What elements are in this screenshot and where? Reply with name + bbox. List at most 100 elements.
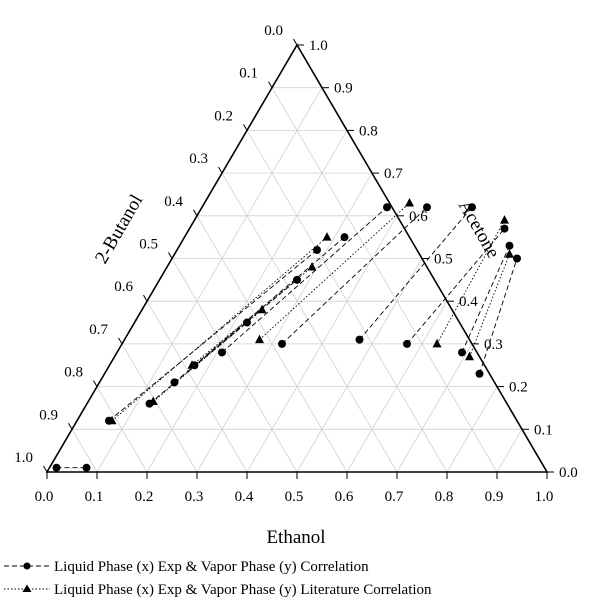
left-tick-label-4: 0.4 [164, 194, 183, 210]
grid-line-ethanol-3 [196, 172, 373, 473]
tick-labels: 0.0 0.0 0.0 0.1 0.1 0.1 0.2 0.2 0.2 0.3 0.3 0.3 0.4 0… [14, 23, 578, 505]
grid-line-butanol-8 [96, 386, 148, 473]
right-tick-label-7: 0.7 [384, 166, 403, 182]
left-tick-10 [43, 465, 48, 473]
triangle-point-1-4-0 [432, 338, 442, 348]
circle-point-0-7-1 [468, 203, 476, 212]
left-tick-label-10: 1.0 [14, 450, 33, 466]
circle-point-0-9-0 [458, 348, 466, 357]
grid-line-ethanol-8 [446, 386, 498, 473]
circle-point-0-1-1 [313, 245, 321, 254]
triangle-point-1-4-1 [500, 215, 509, 224]
circle-point-0-3-1 [293, 275, 301, 284]
left-tick-label-6: 0.6 [114, 279, 133, 295]
right-tick-label-10: 1.0 [309, 38, 328, 54]
bottom-tick-label-10: 1.0 [535, 489, 554, 505]
right-tick-label-8: 0.8 [359, 123, 378, 139]
grid-line-ethanol-5 [296, 258, 423, 473]
bottom-tick-label-4: 0.4 [235, 489, 254, 505]
grid-lines [71, 87, 523, 473]
left-axis-title: 2-Butanol [91, 191, 147, 267]
circle-point-0-8-1 [500, 224, 509, 233]
triangle-point-1-2-0 [187, 360, 197, 369]
bottom-tick-label-7: 0.7 [385, 489, 404, 505]
tie-line-0-4 [194, 236, 345, 366]
circle-point-0-10-1 [513, 254, 521, 263]
circle-point-0-10-0 [475, 369, 484, 378]
right-tick-label-3: 0.3 [484, 337, 503, 353]
circle-point-0-0-0 [52, 463, 61, 472]
left-tick-label-3: 0.3 [189, 151, 208, 167]
tie-line-0-9 [461, 245, 510, 353]
grid-line-ethanol-6 [346, 300, 448, 473]
circle-point-0-4-1 [340, 233, 349, 242]
bottom-tick-label-9: 0.9 [485, 489, 504, 505]
tie-line-1-1 [152, 309, 263, 402]
right-tick-label-4: 0.4 [459, 294, 478, 310]
tie-line-1-2 [191, 266, 313, 366]
series-1 [107, 197, 514, 425]
tie-line-0-1 [108, 249, 318, 422]
triangle-point-1-2-1 [307, 262, 317, 271]
bottom-tick-label-6: 0.6 [335, 489, 354, 505]
grid-line-ethanol-7 [396, 343, 473, 473]
left-tick-3 [218, 166, 223, 174]
tie-line-0-2 [149, 322, 248, 405]
triangle-point-1-1-1 [257, 304, 267, 314]
bottom-tick-label-8: 0.8 [435, 489, 454, 505]
right-tick-label-1: 0.1 [534, 422, 553, 438]
left-tick-1 [268, 81, 273, 88]
circle-point-0-7-0 [355, 335, 364, 344]
legend-item-literature: Liquid Phase (x) Exp & Vapor Phase (y) L… [4, 582, 432, 598]
grid-line-butanol-1 [271, 87, 498, 473]
left-tick-label-1: 0.1 [239, 66, 258, 82]
left-tick-0 [293, 38, 298, 46]
grid-line-butanol-9 [71, 429, 98, 473]
circle-point-0-6-1 [423, 203, 431, 212]
left-tick-2 [243, 124, 248, 131]
grid-line-butanol-5 [171, 258, 298, 473]
circle-point-0-6-0 [278, 339, 286, 348]
data-series [52, 197, 521, 472]
right-tick-label-0: 0.0 [559, 465, 578, 481]
left-tick-6 [143, 294, 148, 302]
circle-point-0-5-0 [218, 348, 226, 357]
bottom-tick-label-3: 0.3 [185, 489, 204, 505]
circle-point-0-9-1 [505, 241, 514, 250]
grid-line-ethanol-1 [96, 87, 323, 473]
bottom-axis-title: Ethanol [266, 527, 325, 548]
circle-point-0-3-0 [170, 378, 179, 387]
tie-line-1-5 [469, 254, 510, 357]
bottom-tick-label-1: 0.1 [85, 489, 104, 505]
series-0 [52, 203, 521, 472]
right-tick-label-6: 0.6 [409, 209, 428, 225]
tick-marks [43, 38, 554, 479]
left-tick-label-7: 0.7 [89, 322, 108, 338]
legend-label-correlation: Liquid Phase (x) Exp & Vapor Phase (y) C… [54, 559, 369, 575]
tie-line-0-6 [281, 206, 428, 345]
legend-circle-marker [23, 562, 31, 570]
bottom-tick-label-5: 0.5 [285, 489, 304, 505]
left-tick-5 [168, 252, 173, 259]
bottom-tick-label-2: 0.2 [135, 489, 154, 505]
triangle-point-1-0-1 [322, 232, 332, 241]
legend-item-correlation: Liquid Phase (x) Exp & Vapor Phase (y) C… [4, 559, 369, 575]
left-tick-9 [68, 422, 73, 430]
tie-line-1-0 [111, 236, 328, 422]
legend: Liquid Phase (x) Exp & Vapor Phase (y) C… [4, 559, 432, 598]
right-tick-label-5: 0.5 [434, 252, 453, 268]
triangle-point-1-1-0 [148, 396, 158, 406]
triangle-point-1-3-0 [255, 334, 264, 344]
left-tick-8 [93, 380, 98, 387]
bottom-tick-label-0: 0.0 [35, 489, 54, 505]
legend-triangle-marker [22, 584, 32, 592]
legend-label-literature: Liquid Phase (x) Exp & Vapor Phase (y) L… [54, 582, 432, 598]
tie-line-0-8 [406, 228, 505, 345]
left-tick-label-9: 0.9 [39, 407, 58, 423]
left-tick-label-5: 0.5 [139, 237, 158, 253]
grid-line-butanol-6 [146, 300, 248, 473]
tie-line-0-7 [359, 206, 473, 340]
triangle-point-1-5-1 [505, 249, 514, 258]
left-tick-label-2: 0.2 [214, 108, 233, 124]
right-axis-title: Acetone [454, 197, 504, 262]
